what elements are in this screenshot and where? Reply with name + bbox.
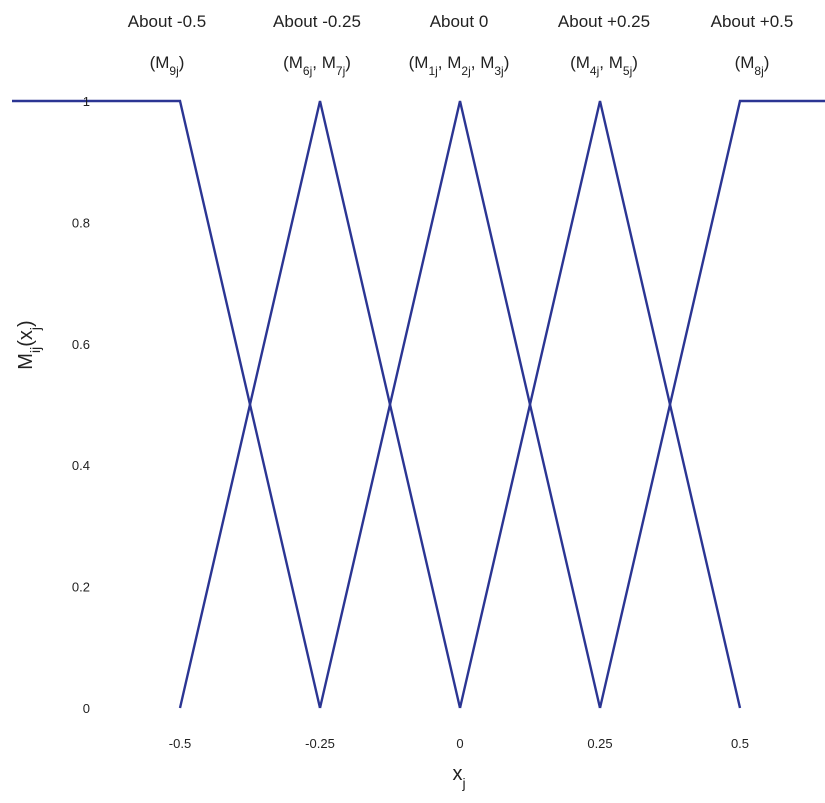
x-tick-label: -0.5 — [169, 736, 191, 751]
series-line-4 — [598, 99, 825, 709]
x-tick-label: 0 — [456, 736, 463, 751]
x-axis-ticks: -0.5 -0.25 0 0.25 0.5 — [169, 736, 749, 751]
set-heading: About +0.25 — [558, 12, 650, 31]
x-axis-label: xj — [452, 763, 465, 791]
y-tick-label: 0.6 — [72, 337, 90, 352]
x-tick-label: 0.25 — [587, 736, 612, 751]
set-headers: About -0.5 (M9j) About -0.25 (M6j, M7j) Abou… — [128, 12, 794, 78]
series-line-0 — [12, 99, 322, 709]
y-tick-label: 1 — [83, 94, 90, 109]
y-axis-ticks: 0 0.2 0.4 0.6 0.8 1 — [72, 94, 90, 716]
set-members: (M1j, M2j, M3j) — [409, 53, 510, 78]
y-axis-label: Mij(xj) — [15, 320, 43, 369]
set-members: (M6j, M7j) — [283, 53, 351, 78]
series-line-3 — [458, 100, 742, 709]
y-tick-label: 0.2 — [72, 580, 90, 595]
x-tick-label: -0.25 — [305, 736, 335, 751]
set-heading: About -0.5 — [128, 12, 206, 31]
set-heading: About +0.5 — [711, 12, 794, 31]
set-heading: About -0.25 — [273, 12, 361, 31]
set-members: (M4j, M5j) — [570, 53, 638, 78]
x-tick-label: 0.5 — [731, 736, 749, 751]
series-line-2 — [318, 100, 602, 709]
set-members: (M8j) — [735, 53, 770, 78]
y-tick-label: 0.8 — [72, 215, 90, 230]
set-heading: About 0 — [430, 12, 489, 31]
y-tick-label: 0 — [83, 701, 90, 716]
set-members: (M9j) — [150, 53, 185, 78]
series-layer — [12, 99, 825, 709]
series-line-1 — [178, 100, 462, 709]
y-tick-label: 0.4 — [72, 458, 90, 473]
